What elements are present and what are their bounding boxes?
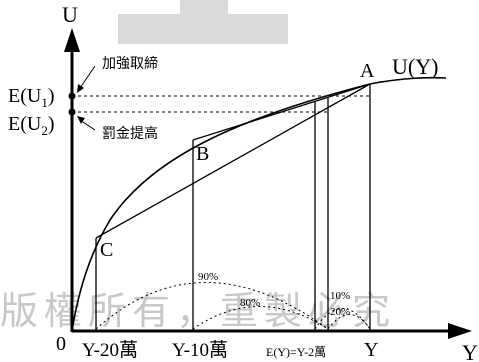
chord-b-a bbox=[192, 83, 371, 141]
arc-80 bbox=[192, 306, 329, 330]
origin-label: 0 bbox=[56, 333, 66, 355]
curve-label: U(Y) bbox=[392, 54, 438, 79]
arc-90 bbox=[95, 282, 329, 330]
y-axis-arrow-icon bbox=[64, 28, 80, 52]
x-axis-label: Y bbox=[462, 340, 478, 362]
prob-20-label: 20% bbox=[330, 306, 350, 318]
prob-90-label: 90% bbox=[198, 271, 218, 283]
arc-10 bbox=[314, 308, 371, 330]
header-bar-wide bbox=[118, 14, 288, 44]
arrow-enforcement-head-icon bbox=[77, 84, 84, 93]
tick-y-minus-20: Y-20萬 bbox=[82, 339, 138, 361]
point-c-label: C bbox=[100, 239, 113, 261]
eu2-dot bbox=[68, 108, 76, 116]
point-a-label: A bbox=[360, 60, 375, 82]
header-bar-top bbox=[180, 0, 228, 14]
annotation-increase-enforcement: 加強取締 bbox=[102, 55, 158, 72]
tick-expected-y: E(Y)=Y-2萬 bbox=[266, 345, 326, 359]
tick-y: Y bbox=[364, 339, 378, 361]
y-axis-label: U bbox=[62, 2, 78, 27]
eu1-label: E(U1) bbox=[8, 85, 55, 110]
tick-y-minus-10: Y-10萬 bbox=[172, 339, 228, 361]
chord-c-a bbox=[95, 83, 371, 239]
arrow-fine-head-icon bbox=[77, 116, 85, 124]
eu1-dot bbox=[68, 92, 76, 100]
prob-80-label: 80% bbox=[240, 297, 260, 309]
watermark-text: 版權所有，重製必究 bbox=[0, 289, 396, 333]
point-b-label: B bbox=[196, 143, 209, 165]
arc-20 bbox=[327, 314, 371, 330]
utility-curve bbox=[71, 76, 447, 332]
arrow-enforcement bbox=[79, 65, 96, 89]
annotation-raise-fine: 罰金提高 bbox=[102, 125, 158, 142]
x-axis-arrow-icon bbox=[448, 323, 472, 339]
eu2-label: E(U2) bbox=[8, 113, 55, 138]
prob-10-label: 10% bbox=[330, 290, 350, 302]
